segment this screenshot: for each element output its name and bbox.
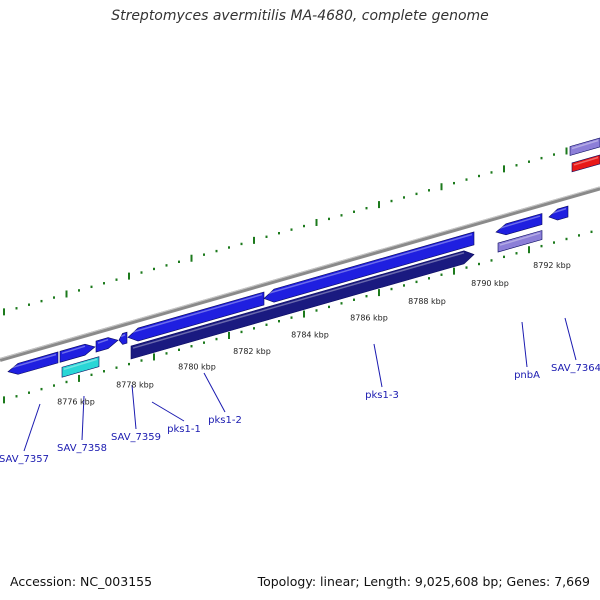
- gene-sav-7359-b[interactable]: [118, 331, 128, 345]
- position-label: 8790 kbp: [471, 279, 509, 288]
- position-label: 8776 kbp: [57, 397, 95, 406]
- gene-sav-7358-highlight: [61, 345, 86, 355]
- position-label: 8780 kbp: [178, 363, 216, 372]
- genome-title: Streptomyces avermitilis MA-4680, comple…: [111, 8, 489, 24]
- label-pks1-1-leader: [151, 401, 185, 422]
- label-sav-7358[interactable]: SAV_7358: [57, 443, 107, 454]
- gene-pnba[interactable]: [497, 230, 543, 253]
- gene-sav-7364-upper[interactable]: [548, 205, 569, 221]
- accession-text: Accession: NC_003155: [10, 574, 153, 589]
- label-pks1-3-leader: [373, 343, 383, 388]
- gene-sav-7359-b-highlight: [120, 334, 126, 338]
- gene-sav-7359-a[interactable]: [95, 337, 119, 353]
- genome-backbone-highlight: [0, 186, 600, 359]
- label-pnba-leader: [521, 321, 528, 368]
- gene-sav-7357[interactable]: [7, 351, 59, 375]
- position-label: 8792 kbp: [533, 261, 571, 270]
- label-pks1-1[interactable]: pks1-1: [167, 424, 201, 435]
- gene-pks1-3-highlight: [132, 252, 465, 349]
- gene-pnba-upper-highlight: [497, 215, 541, 230]
- gene-pks1-2[interactable]: [263, 231, 475, 303]
- gene-offscreen-lavender-highlight: [571, 139, 599, 150]
- label-sav-7357-leader: [23, 403, 41, 452]
- label-pks1-2[interactable]: pks1-2: [208, 415, 242, 426]
- gene-offscreen-red[interactable]: [571, 154, 600, 173]
- gene-sav-7358[interactable]: [59, 343, 96, 363]
- position-label: 8782 kbp: [233, 347, 271, 356]
- topology-summary: Topology: linear; Length: 9,025,608 bp; …: [257, 574, 590, 589]
- gene-labels: SAV_7357 SAV_7358 SAV_7359 pks1-1 pks1-2 pks1…: [0, 317, 600, 465]
- gene-pnba-highlight: [499, 232, 541, 246]
- gene-sav-7358-cyan-highlight: [63, 358, 98, 370]
- position-label: 8784 kbp: [291, 330, 329, 339]
- gene-sav-7357-highlight: [9, 353, 57, 369]
- label-pks1-2-leader: [203, 372, 226, 413]
- label-sav-7364-leader: [564, 317, 577, 361]
- position-label: 8778 kbp: [116, 380, 154, 389]
- position-labels: 8776 kbp 8778 kbp 8780 kbp 8782 kbp 8784 kbp…: [57, 261, 571, 406]
- gene-pks1-2-highlight: [265, 233, 473, 295]
- label-sav-7357[interactable]: SAV_7357: [0, 454, 49, 465]
- label-pks1-3[interactable]: pks1-3: [365, 390, 399, 401]
- gene-sav-7359-a-highlight: [97, 338, 109, 344]
- label-sav-7364[interactable]: SAV_7364: [551, 363, 600, 374]
- gene-sav-7364-upper-highlight: [550, 207, 567, 215]
- gene-offscreen-red-highlight: [573, 156, 599, 166]
- position-label: 8788 kbp: [408, 297, 446, 306]
- position-label: 8786 kbp: [350, 313, 388, 322]
- label-pnba[interactable]: pnbA: [514, 370, 540, 381]
- gene-pnba-upper[interactable]: [495, 213, 543, 236]
- gene-pks1-1-highlight: [129, 293, 263, 334]
- gene-track: [7, 137, 600, 378]
- label-sav-7359[interactable]: SAV_7359: [111, 432, 161, 443]
- genome-backbone: [0, 186, 600, 362]
- gene-pks1-3[interactable]: [130, 250, 475, 360]
- gene-offscreen-lavender[interactable]: [569, 137, 600, 156]
- gene-sav-7358-cyan[interactable]: [61, 356, 100, 378]
- label-sav-7358-leader: [81, 395, 85, 441]
- genome-axis: [0, 142, 600, 404]
- label-sav-7359-leader: [131, 384, 137, 430]
